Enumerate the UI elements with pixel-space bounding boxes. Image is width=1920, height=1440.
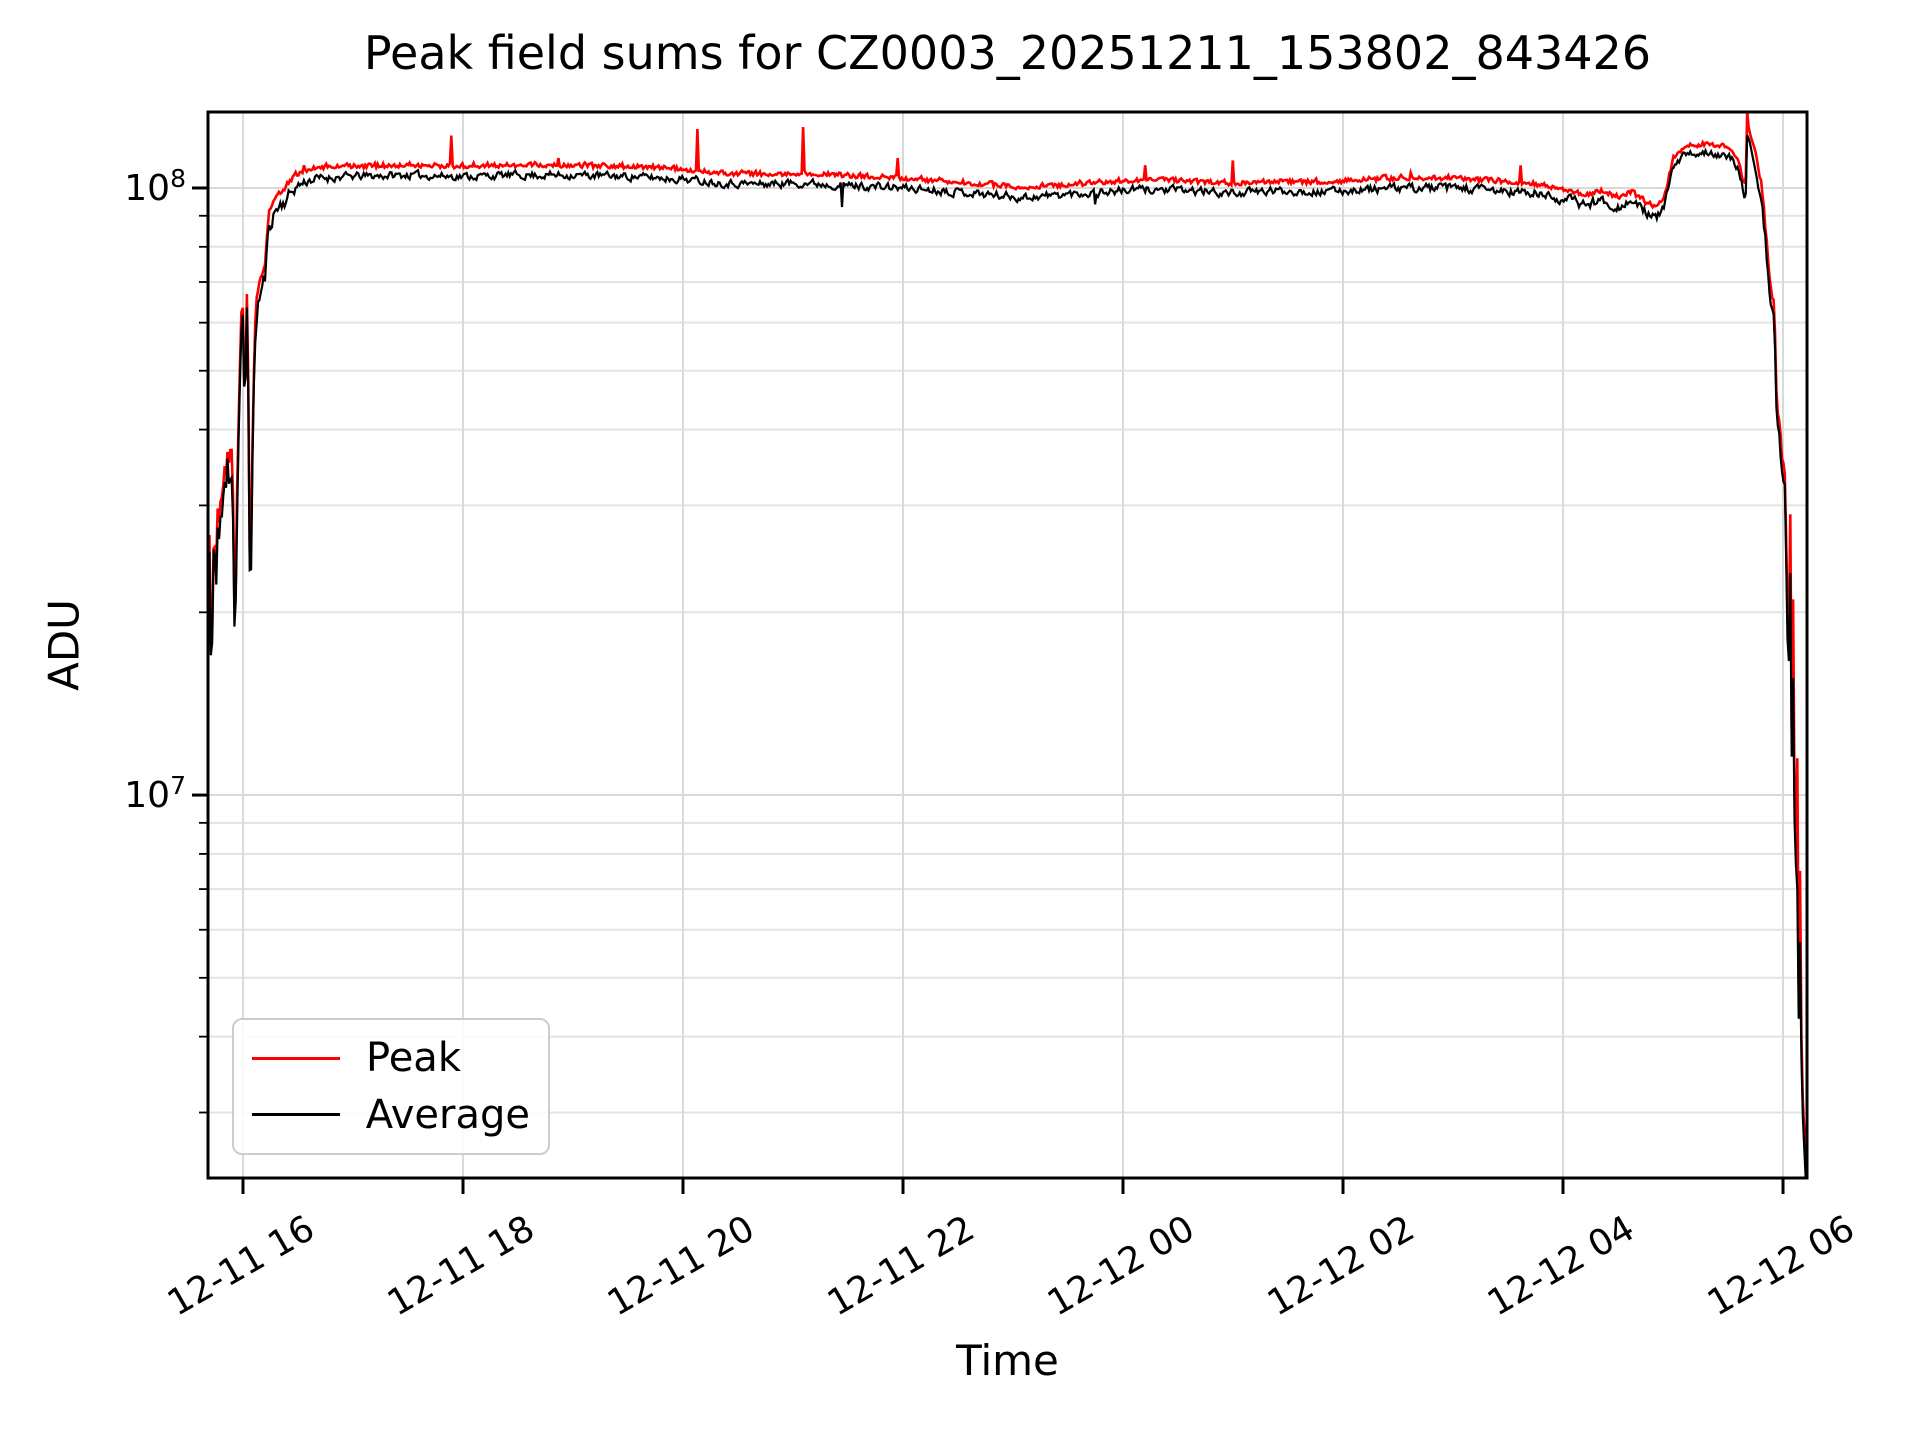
y-axis-label: ADU	[39, 599, 89, 691]
series-line-average	[206, 134, 1808, 1179]
series-line-peak	[206, 111, 1809, 1157]
legend: Peak Average	[232, 1018, 550, 1155]
legend-item-peak: Peak	[252, 1035, 530, 1081]
plot-gridlines	[208, 112, 1807, 1178]
chart-title: Peak field sums for CZ0003_20251211_1538…	[363, 26, 1652, 80]
legend-line-average	[252, 1113, 340, 1117]
legend-label-peak: Peak	[366, 1035, 461, 1082]
legend-item-average: Average	[252, 1092, 530, 1138]
y-tick-label: 107	[124, 771, 186, 817]
y-tick-label: 108	[124, 163, 186, 209]
x-axis-label: Time	[956, 1336, 1059, 1385]
axes-spines	[192, 110, 1809, 1194]
legend-line-peak	[252, 1056, 340, 1060]
legend-label-average: Average	[365, 1091, 530, 1138]
